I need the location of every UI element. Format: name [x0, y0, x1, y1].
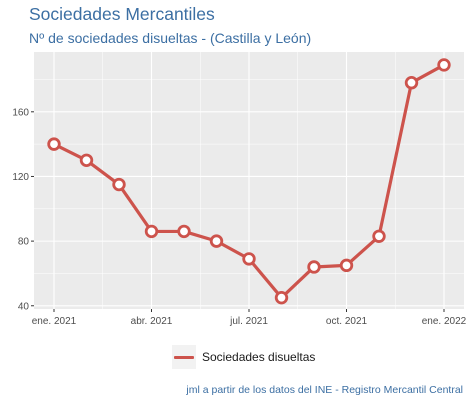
y-tick-label: 40 — [18, 301, 30, 312]
legend-label: Sociedades disueltas — [202, 350, 316, 364]
data-point — [47, 137, 61, 151]
y-tick-label: 160 — [12, 107, 29, 118]
y-axis: 40 80 120 160 — [12, 107, 34, 312]
data-point — [209, 234, 224, 248]
source-caption: jml a partir de los datos del INE - Regi… — [186, 384, 463, 396]
data-point — [404, 76, 419, 90]
y-tick-label: 120 — [12, 172, 29, 183]
y-tick-label: 80 — [18, 237, 30, 248]
x-axis: ene. 2021 abr. 2021 jul. 2021 oct. 2021 ene.… — [32, 309, 467, 327]
series-layer — [47, 58, 451, 305]
legend-key — [172, 345, 196, 369]
legend: Sociedades disueltas — [172, 345, 315, 369]
data-point — [437, 58, 451, 72]
data-point — [372, 229, 386, 243]
chart-subtitle: Nº de sociedades disueltas - (Castilla y… — [29, 30, 312, 46]
data-point — [307, 260, 321, 274]
data-point — [79, 153, 94, 167]
data-point — [242, 252, 256, 266]
legend-line-swatch — [174, 355, 194, 359]
data-point — [144, 224, 159, 239]
x-tick-label: ene. 2022 — [422, 316, 467, 327]
x-tick-label: oct. 2021 — [326, 316, 368, 327]
data-point — [274, 290, 289, 305]
x-tick-label: abr. 2021 — [131, 316, 173, 327]
x-tick-label: jul. 2021 — [229, 316, 268, 327]
data-point — [177, 224, 191, 239]
data-point — [339, 258, 354, 273]
x-tick-label: ene. 2021 — [32, 316, 77, 327]
chart-title: Sociedades Mercantiles — [29, 4, 215, 24]
data-point — [112, 177, 126, 192]
